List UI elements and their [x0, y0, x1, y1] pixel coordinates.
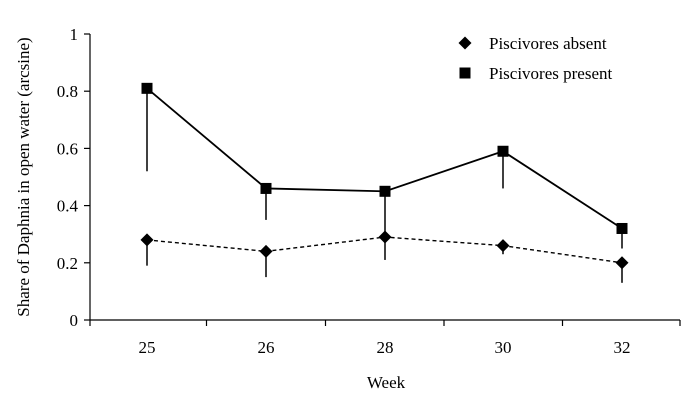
y-tick-label: 0.6 [57, 139, 78, 158]
x-tick-label: 28 [377, 338, 394, 357]
data-point-present [497, 145, 509, 157]
legend: Piscivores absent Piscivores present [458, 34, 613, 83]
y-tick-label: 1 [70, 25, 79, 44]
data-point-present [141, 82, 153, 94]
legend-marker-present [459, 67, 471, 79]
data-point-absent [496, 239, 510, 253]
y-axis-title: Share of Daphnia in open water (arcsine) [14, 37, 33, 316]
legend-label-present: Piscivores present [489, 64, 613, 83]
x-tick-label: 25 [139, 338, 156, 357]
y-tick-label: 0.2 [57, 254, 78, 273]
data-point-present [379, 185, 391, 197]
x-tick-label: 32 [614, 338, 631, 357]
x-axis-title: Week [367, 373, 406, 392]
data-point-absent [615, 256, 629, 270]
legend-marker-absent [458, 36, 472, 50]
y-tick-label: 0 [70, 311, 79, 330]
y-tick-label: 0.8 [57, 82, 78, 101]
legend-label-absent: Piscivores absent [489, 34, 607, 53]
x-tick-label: 30 [495, 338, 512, 357]
data-point-absent [259, 244, 273, 258]
data-point-present [616, 222, 628, 234]
data-point-absent [378, 230, 392, 244]
y-tick-label: 0.4 [57, 197, 79, 216]
data-point-present [260, 182, 272, 194]
x-tick-label: 26 [258, 338, 275, 357]
data-point-absent [140, 233, 154, 247]
